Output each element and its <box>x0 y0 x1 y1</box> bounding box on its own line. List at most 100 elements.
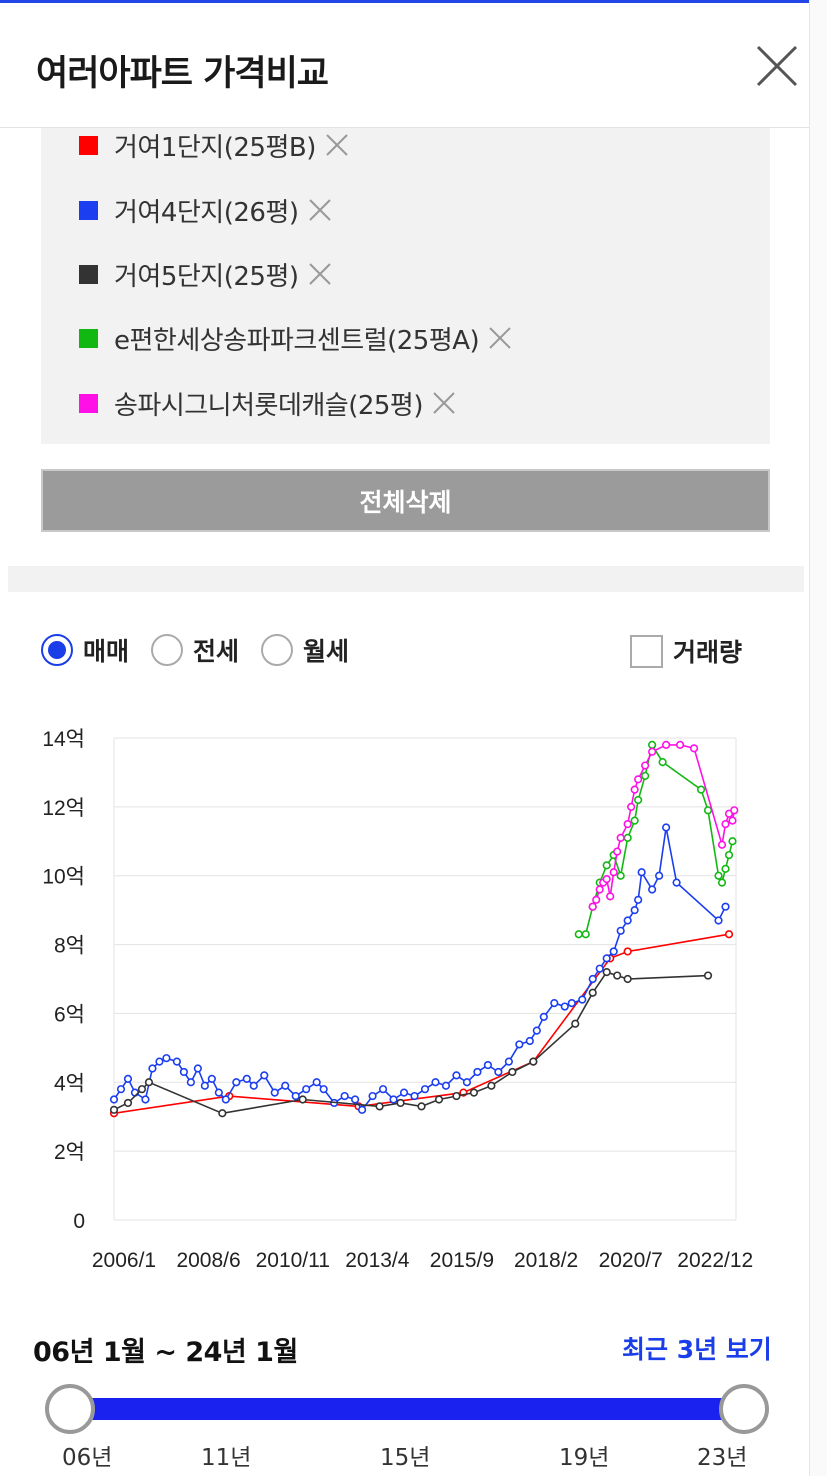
legend-item: 거여5단지(25평) <box>79 254 333 294</box>
y-tick-label: 0 <box>73 1210 85 1233</box>
data-point <box>578 995 587 1004</box>
data-point <box>172 1057 181 1066</box>
series-line <box>113 971 709 1115</box>
data-point <box>602 875 611 884</box>
section-divider <box>8 566 804 592</box>
data-point <box>623 974 632 984</box>
data-point <box>193 1064 202 1073</box>
date-range-slider-track[interactable] <box>68 1398 744 1420</box>
remove-icon[interactable] <box>307 197 333 223</box>
data-point <box>291 1091 300 1101</box>
slider-tick-label: 11년 <box>201 1445 252 1471</box>
data-point <box>417 1102 426 1111</box>
series-line <box>578 742 734 935</box>
data-point <box>588 902 597 911</box>
data-point <box>721 864 730 873</box>
x-tick-label: 2020/7 <box>599 1249 663 1272</box>
data-point <box>606 892 615 901</box>
x-tick-label: 2018/2 <box>514 1249 578 1272</box>
data-point <box>340 1091 349 1101</box>
radio-label: 전세 <box>193 637 240 666</box>
top-accent-line <box>0 0 827 3</box>
data-point <box>623 947 632 956</box>
data-point <box>592 895 601 904</box>
remove-icon[interactable] <box>324 132 350 158</box>
data-point <box>137 1085 147 1094</box>
color-swatch <box>79 200 98 220</box>
checkbox-icon[interactable] <box>630 634 663 668</box>
radio-checked-icon[interactable] <box>41 634 73 666</box>
radio-sale[interactable]: 매매 <box>41 632 129 668</box>
delete-all-button[interactable]: 전체삭제 <box>41 469 770 532</box>
data-point <box>696 785 706 794</box>
data-point <box>616 833 625 842</box>
data-point <box>588 974 597 984</box>
date-range-text: 06년 1월 ~ 24년 1월 <box>33 1337 298 1368</box>
slider-tick-label: 23년 <box>697 1445 748 1471</box>
data-point <box>602 954 611 963</box>
legend-item: 거여4단지(26평) <box>79 190 333 230</box>
slider-tick-label: 19년 <box>559 1445 610 1471</box>
slider-end-handle[interactable] <box>719 1384 769 1434</box>
radio-unchecked-icon[interactable] <box>261 634 294 666</box>
trade-volume-checkbox[interactable]: 거래량 <box>630 633 742 669</box>
data-point <box>148 1064 157 1073</box>
data-point <box>368 1091 377 1101</box>
data-point <box>571 1019 580 1028</box>
checkbox-label: 거래량 <box>673 638 743 667</box>
data-point <box>214 1088 223 1097</box>
page-scroll-edge[interactable] <box>809 0 827 1476</box>
radio-jeonse[interactable]: 전세 <box>151 632 239 668</box>
radio-monthly-rent[interactable]: 월세 <box>261 632 349 668</box>
data-point <box>602 861 611 870</box>
y-tick-label: 8억 <box>54 935 85 958</box>
data-point <box>703 806 713 815</box>
data-point <box>319 1085 328 1094</box>
data-point <box>162 1054 171 1063</box>
data-point <box>616 926 625 935</box>
radio-unchecked-icon[interactable] <box>151 634 184 666</box>
data-point <box>109 1105 119 1114</box>
radio-label: 월세 <box>303 637 350 666</box>
legend-label: 거여5단지(25평) <box>114 261 299 292</box>
data-point <box>623 833 632 842</box>
x-tick-label: 2010/11 <box>256 1249 330 1272</box>
close-icon[interactable] <box>752 41 802 91</box>
slider-tick-label: 15년 <box>380 1445 431 1471</box>
data-point <box>662 740 671 749</box>
data-point <box>574 930 583 939</box>
data-point <box>431 1078 440 1087</box>
remove-icon[interactable] <box>307 261 333 287</box>
data-point <box>630 785 639 794</box>
data-point <box>613 847 622 856</box>
recent-3-years-link[interactable]: 최근 3년 보기 <box>622 1335 772 1364</box>
remove-icon[interactable] <box>431 390 457 416</box>
legend-item: e편한세상송파파크센트럴(25평A) <box>79 318 513 358</box>
data-point <box>452 1071 461 1080</box>
data-point <box>494 1067 503 1077</box>
data-point <box>141 1095 150 1104</box>
data-point <box>179 1067 188 1077</box>
slider-start-handle[interactable] <box>45 1384 95 1434</box>
data-point <box>724 850 734 860</box>
legend-label: e편한세상송파파크센트럴(25평A) <box>114 325 480 356</box>
data-point <box>602 968 611 977</box>
data-point <box>675 740 685 749</box>
data-point <box>155 1057 164 1066</box>
data-point <box>641 761 650 770</box>
remove-icon[interactable] <box>487 325 513 351</box>
data-point <box>714 916 723 925</box>
data-point <box>200 1081 209 1090</box>
data-point <box>560 1002 569 1011</box>
data-point <box>609 947 618 956</box>
data-point <box>441 1081 451 1090</box>
data-point <box>469 1088 479 1097</box>
data-point <box>672 878 681 887</box>
data-point <box>396 1098 405 1108</box>
slider-tick-label: 06년 <box>62 1445 113 1471</box>
data-point <box>721 819 730 829</box>
color-swatch <box>79 393 98 413</box>
data-point <box>242 1074 251 1083</box>
data-point <box>655 871 664 880</box>
modal-header: 여러아파트 가격비교 <box>0 3 809 128</box>
